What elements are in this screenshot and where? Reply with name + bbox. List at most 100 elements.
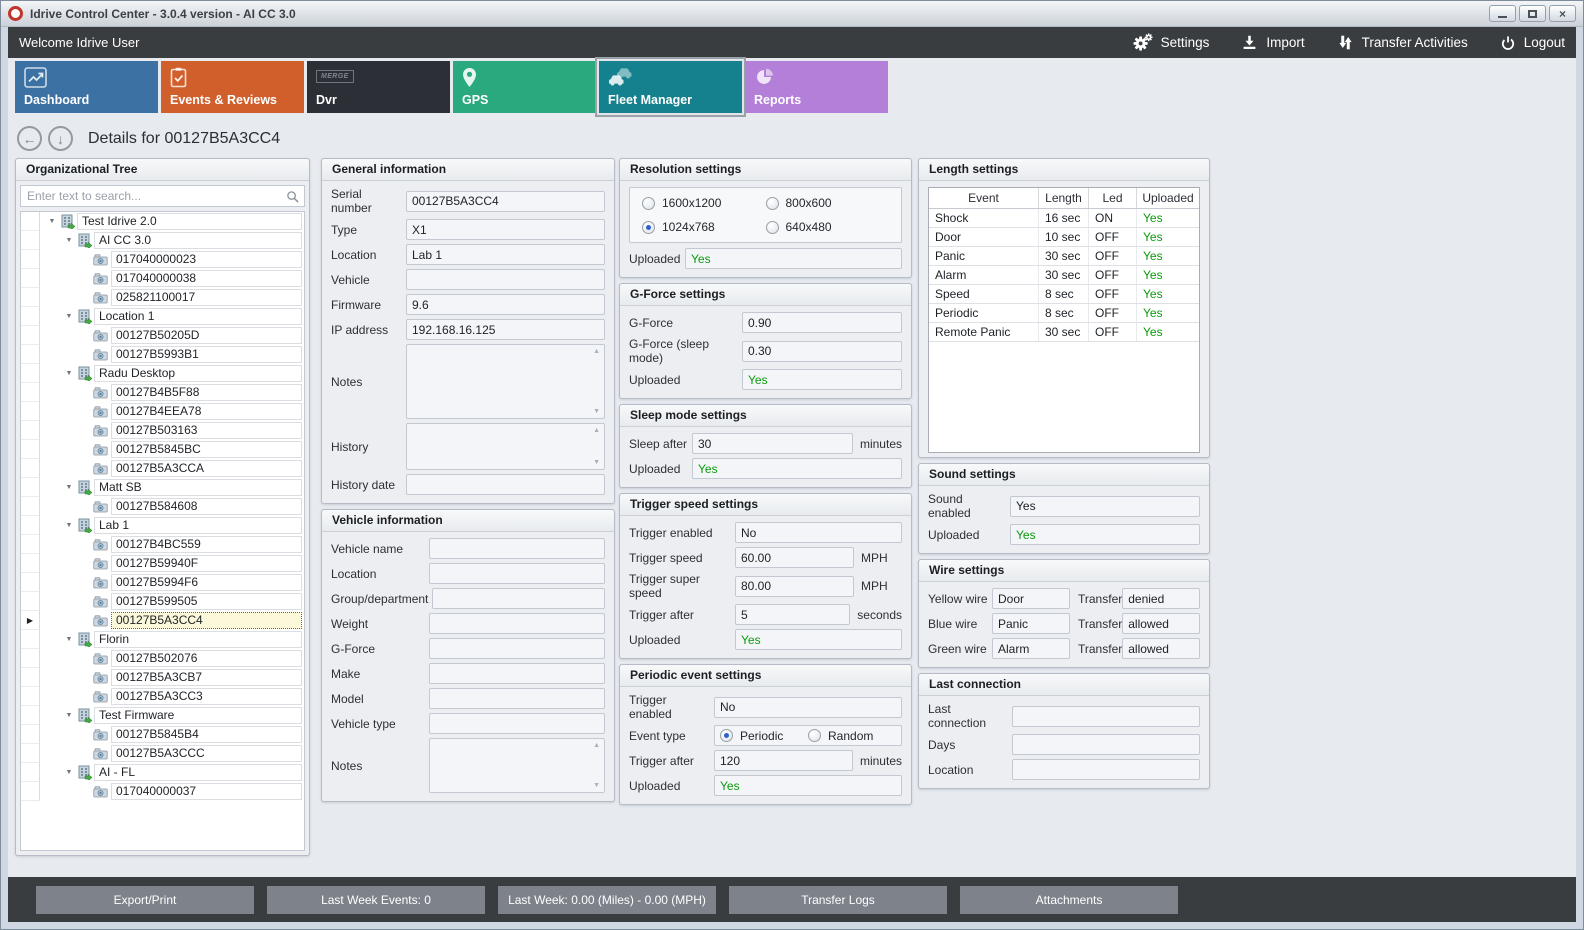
radio-periodic[interactable]: Periodic [720, 729, 808, 743]
uploaded-input[interactable] [685, 248, 902, 269]
tree-item-florin[interactable]: ▼ Florin [21, 630, 304, 649]
tree-item-ai-cc-3-0[interactable]: ▼ AI CC 3.0 [21, 231, 304, 250]
g-force-sleep-mode-input[interactable] [742, 340, 902, 362]
column-header-length[interactable]: Length [1039, 188, 1089, 208]
last-week-events-0-button[interactable]: Last Week Events: 0 [267, 885, 485, 914]
tree-item-017040000037[interactable]: 017040000037 [21, 782, 304, 801]
vehicle-type-input[interactable] [429, 713, 605, 734]
radio-640x480[interactable]: 640x480 [765, 220, 890, 234]
tree-item-00127b5a3cb7[interactable]: 00127B5A3CB7 [21, 668, 304, 687]
trigger-after-input[interactable] [714, 750, 853, 771]
sleep-after-input[interactable] [692, 433, 853, 454]
table-row[interactable]: Alarm 30 sec OFF Yes [929, 266, 1199, 285]
tree-item-00127b5845b4[interactable]: 00127B5845B4 [21, 725, 304, 744]
trigger-speed-input[interactable] [735, 547, 854, 568]
tree-item-017040000023[interactable]: 017040000023 [21, 250, 304, 269]
import-button[interactable]: Import [1241, 34, 1305, 51]
table-row[interactable]: Door 10 sec OFF Yes [929, 228, 1199, 247]
tree-item-lab-1[interactable]: ▼ Lab 1 [21, 516, 304, 535]
tree-item-location-1[interactable]: ▼ Location 1 [21, 307, 304, 326]
expander-icon[interactable]: ▼ [65, 370, 73, 377]
tree-item-00127b5a3cc4[interactable]: ▶ 00127B5A3CC4 [21, 611, 304, 630]
tree-item-00127b5994f6[interactable]: 00127B5994F6 [21, 573, 304, 592]
vehicle-name-input[interactable] [429, 538, 605, 559]
tree-item-00127b4b5f88[interactable]: 00127B4B5F88 [21, 383, 304, 402]
table-row[interactable]: Periodic 8 sec OFF Yes [929, 304, 1199, 323]
expander-icon[interactable]: ▼ [65, 313, 73, 320]
table-row[interactable]: Panic 30 sec OFF Yes [929, 247, 1199, 266]
tree-item-00127b50205d[interactable]: 00127B50205D [21, 326, 304, 345]
ip-address-input[interactable] [406, 319, 605, 340]
vehicle-input[interactable] [406, 269, 605, 290]
g-force-input[interactable] [742, 312, 902, 333]
tree-item-matt-sb[interactable]: ▼ Matt SB [21, 478, 304, 497]
type-input[interactable] [406, 219, 605, 240]
history-date-input[interactable] [406, 474, 605, 495]
radio-1600x1200[interactable]: 1600x1200 [642, 196, 766, 210]
tree-item-radu-desktop[interactable]: ▼ Radu Desktop [21, 364, 304, 383]
transfer-logs-button[interactable]: Transfer Logs [729, 885, 947, 914]
tree-item-00127b4eea78[interactable]: 00127B4EEA78 [21, 402, 304, 421]
tree-item-00127b599505[interactable]: 00127B599505 [21, 592, 304, 611]
radio-800x600[interactable]: 800x600 [765, 196, 890, 210]
group-department-input[interactable] [432, 588, 605, 609]
tree-item-025821100017[interactable]: 025821100017 [21, 288, 304, 307]
attachments-button[interactable]: Attachments [960, 885, 1178, 914]
export-print-button[interactable]: Export/Print [36, 885, 254, 914]
expander-icon[interactable]: ▼ [65, 769, 73, 776]
weight-input[interactable] [429, 613, 605, 634]
search-input[interactable] [20, 185, 305, 207]
yellow-wire-transfer-input[interactable] [1122, 588, 1200, 609]
trigger-enabled-input[interactable] [714, 696, 902, 718]
radio-random[interactable]: Random [808, 729, 896, 743]
tree-item-ai-fl[interactable]: ▼ AI - FL [21, 763, 304, 782]
location-input[interactable] [406, 244, 605, 265]
blue-wire-input[interactable] [992, 613, 1070, 634]
tab-gps[interactable]: GPS [453, 61, 596, 113]
tab-dvr[interactable]: MERGE Dvr [307, 61, 450, 113]
tree-item-00127b502076[interactable]: 00127B502076 [21, 649, 304, 668]
logout-button[interactable]: Logout [1500, 35, 1565, 51]
maximize-button[interactable] [1519, 5, 1546, 22]
notes-textarea[interactable]: ▲ ▼ [406, 344, 605, 419]
g-force-input[interactable] [429, 638, 605, 659]
trigger-super-speed-input[interactable] [735, 575, 854, 597]
expander-icon[interactable]: ▼ [65, 484, 73, 491]
days-input[interactable] [1012, 734, 1200, 755]
green-wire-transfer-input[interactable] [1122, 638, 1200, 659]
make-input[interactable] [429, 663, 605, 684]
trigger-enabled-input[interactable] [735, 522, 902, 543]
tree-item-00127b503163[interactable]: 00127B503163 [21, 421, 304, 440]
sound-enabled-input[interactable] [1010, 495, 1200, 517]
history-textarea[interactable]: ▲ ▼ [406, 423, 605, 470]
expander-icon[interactable]: ▼ [48, 218, 56, 225]
trigger-after-input[interactable] [735, 604, 851, 625]
location-input[interactable] [1012, 759, 1200, 780]
model-input[interactable] [429, 688, 605, 709]
column-header-event[interactable]: Event [929, 188, 1039, 208]
radio-1024x768[interactable]: 1024x768 [642, 220, 766, 234]
blue-wire-transfer-input[interactable] [1122, 613, 1200, 634]
table-row[interactable]: Remote Panic 30 sec OFF Yes [929, 323, 1199, 342]
uploaded-input[interactable] [735, 629, 902, 650]
uploaded-input[interactable] [1010, 524, 1200, 545]
last-connection-input[interactable] [1012, 705, 1200, 727]
tree-item-test-firmware[interactable]: ▼ Test Firmware [21, 706, 304, 725]
last-week-0-00-miles-0-00-mph-button[interactable]: Last Week: 0.00 (Miles) - 0.00 (MPH) [498, 885, 716, 914]
close-button[interactable]: × [1549, 5, 1576, 22]
table-row[interactable]: Shock 16 sec ON Yes [929, 209, 1199, 228]
scroll-down-button[interactable]: ↓ [48, 126, 73, 151]
table-row[interactable]: Speed 8 sec OFF Yes [929, 285, 1199, 304]
tree-item-00127b5993b1[interactable]: 00127B5993B1 [21, 345, 304, 364]
tree-item-test-idrive-2-0[interactable]: ▼ Test Idrive 2.0 [21, 212, 304, 231]
tab-fleet-manager[interactable]: Fleet Manager [599, 61, 742, 113]
firmware-input[interactable] [406, 294, 605, 315]
notes-textarea[interactable]: ▲ ▼ [429, 738, 605, 793]
uploaded-input[interactable] [714, 775, 902, 796]
tab-reports[interactable]: Reports [745, 61, 888, 113]
tab-events-reviews[interactable]: Events & Reviews [161, 61, 304, 113]
uploaded-input[interactable] [692, 458, 902, 479]
column-header-uploaded[interactable]: Uploaded [1142, 191, 1194, 205]
tree-item-00127b59940f[interactable]: 00127B59940F [21, 554, 304, 573]
green-wire-input[interactable] [992, 638, 1070, 659]
